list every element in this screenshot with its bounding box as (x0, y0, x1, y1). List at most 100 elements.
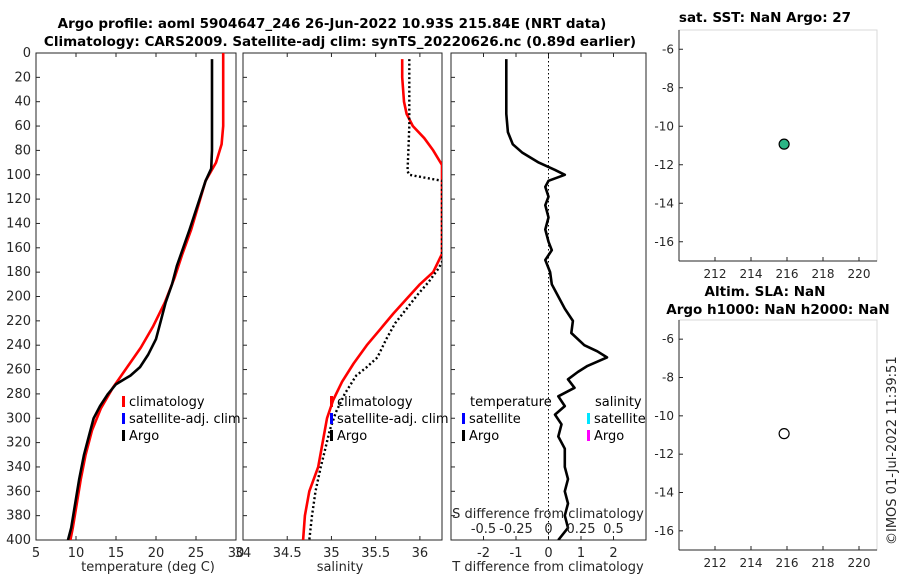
diff-legend-s-argo-label: Argo (594, 429, 624, 444)
sdiff-tick-label: -0.25 (499, 522, 533, 537)
map-top-ytick-label: -8 (662, 81, 674, 95)
diff-legend-salinity-title: salinity (595, 395, 642, 410)
tdiff-tick-label: 2 (609, 546, 617, 561)
temp-legend-satellite-swatch (122, 413, 125, 424)
temperature-tick-label: 5 (32, 546, 40, 561)
depth-tick-label: 40 (14, 95, 31, 110)
sal-legend-argo-label: Argo (337, 429, 367, 444)
temp-legend-satellite-label: satellite-adj. clim (129, 412, 241, 427)
tdiff-tick-label: -2 (477, 546, 490, 561)
sdiff-tick-label: 0 (544, 522, 552, 537)
map-bottom-xtick-label: 216 (776, 556, 799, 570)
depth-tick-label: 380 (6, 509, 31, 524)
map-top-ytick-label: -14 (654, 196, 674, 210)
salinity-tick-label: 34 (235, 546, 252, 561)
map-top-xtick-label: 212 (704, 267, 727, 281)
sal-legend-satellite-label: satellite-adj. clim (337, 412, 449, 427)
salinity-argo-line (308, 59, 442, 540)
timestamp: ©IMOS 01-Jul-2022 11:39:51 (885, 356, 900, 545)
depth-tick-label: 20 (14, 70, 31, 85)
temp-legend-climatology-swatch (122, 396, 125, 407)
salinity-climatology-line (301, 59, 442, 540)
map-top-ytick-label: -6 (662, 42, 674, 56)
depth-tick-label: 280 (6, 387, 31, 402)
map-bottom-frame (678, 319, 878, 551)
temp-legend-climatology-label: climatology (129, 395, 205, 410)
temp-legend-argo-label: Argo (129, 429, 159, 444)
map-bottom-ytick-label: -6 (662, 332, 674, 346)
map-bottom-ytick-label: -14 (654, 486, 674, 500)
depth-tick-label: 180 (6, 265, 31, 280)
diff-legend-t-argo-swatch (462, 430, 465, 441)
depth-tick-label: 240 (6, 338, 31, 353)
sal-legend-argo-swatch (330, 430, 333, 441)
salinity-tick-label: 34.5 (273, 546, 302, 561)
temperature-tick-label: 15 (108, 546, 125, 561)
temperature-panel: 0 20 40 60 80 100 120 140 160 180 200 220 240 260 280 3… (6, 46, 244, 575)
temperature-tick-label: 25 (188, 546, 205, 561)
diff-legend-t-argo-label: Argo (469, 429, 499, 444)
map-bottom-title-1: Altim. SLA: NaN (705, 284, 826, 300)
depth-tick-label: 360 (6, 484, 31, 499)
map-bottom-xtick-label: 220 (848, 556, 871, 570)
salinity-axis-label: salinity (317, 560, 364, 575)
salinity-tick-label: 36 (412, 546, 429, 561)
temperature-axis-label: temperature (deg C) (81, 560, 215, 575)
salinity-panel: 34 34.5 35 35.5 36 salinity climatology satelli… (235, 52, 449, 575)
map-top-ytick-label: -16 (654, 235, 674, 249)
map-bottom-ytick-label: -16 (654, 524, 674, 538)
diff-legend-s-satellite-swatch (587, 413, 590, 424)
map-top-title: sat. SST: NaN Argo: 27 (679, 10, 851, 26)
tdiff-tick-label: -1 (510, 546, 523, 561)
title-line-1: Argo profile: aoml 5904647_246 26-Jun-20… (58, 16, 607, 32)
sal-legend-climatology-label: climatology (337, 395, 413, 410)
depth-tick-label: 60 (14, 119, 31, 134)
tdiff-tick-label: 0 (544, 546, 552, 561)
depth-tick-label: 260 (6, 363, 31, 378)
depth-tick-label: 220 (6, 314, 31, 329)
depth-tick-label: 80 (14, 143, 31, 158)
map-top-ytick-label: -10 (654, 119, 674, 133)
tdiff-axis-label: T difference from climatology (451, 560, 644, 575)
diff-legend-temperature-title: temperature (470, 395, 552, 410)
depth-tick-label: 100 (6, 168, 31, 183)
diff-legend-t-satellite-swatch (462, 413, 465, 424)
temp-legend-argo-swatch (122, 430, 125, 441)
depth-tick-label: 140 (6, 216, 31, 231)
depth-tick-label: 0 (23, 46, 31, 61)
temperature-tick-label: 30 (228, 546, 245, 561)
map-bottom-xtick-label: 212 (704, 556, 727, 570)
salinity-tick-label: 35 (323, 546, 340, 561)
depth-tick-label: 160 (6, 241, 31, 256)
depth-tick-label: 320 (6, 436, 31, 451)
map-bottom-title-2: Argo h1000: NaN h2000: NaN (666, 302, 889, 318)
sdiff-axis-label: S difference from climatology (452, 507, 644, 522)
map-bottom-ytick-label: -12 (654, 447, 674, 461)
depth-tick-label: 120 (6, 192, 31, 207)
temperature-argo-line (66, 59, 214, 540)
map-top-xtick-label: 218 (812, 267, 835, 281)
diff-legend-s-argo-swatch (587, 430, 590, 441)
map-bottom-ytick-label: -10 (654, 409, 674, 423)
sdiff-tick-label: 0.5 (603, 522, 624, 537)
depth-tick-label: 400 (6, 533, 31, 548)
map-top-xtick-label: 214 (740, 267, 763, 281)
map-bottom-xtick-label: 218 (812, 556, 835, 570)
sal-legend-climatology-swatch (330, 396, 333, 407)
salinity-tick-label: 35.5 (361, 546, 390, 561)
diff-legend-t-satellite-label: satellite (469, 412, 521, 427)
temperature-axes-frame (35, 52, 237, 541)
map-top-panel: -6 -8 -10 -12 -14 -16 212 214 216 218 220 (654, 29, 878, 281)
map-top-frame (678, 29, 878, 262)
map-top-xtick-label: 216 (776, 267, 799, 281)
temperature-tick-label: 20 (148, 546, 165, 561)
temperature-tick-label: 10 (68, 546, 85, 561)
map-top-argo-marker (778, 138, 790, 150)
map-bottom-ytick-label: -8 (662, 371, 674, 385)
tdiff-argo-line (504, 59, 609, 540)
sal-legend-satellite-swatch (330, 413, 333, 424)
map-bottom-xtick-label: 214 (740, 556, 763, 570)
sdiff-tick-label: -0.5 (471, 522, 496, 537)
title-line-2: Climatology: CARS2009. Satellite-adj cli… (44, 34, 636, 50)
